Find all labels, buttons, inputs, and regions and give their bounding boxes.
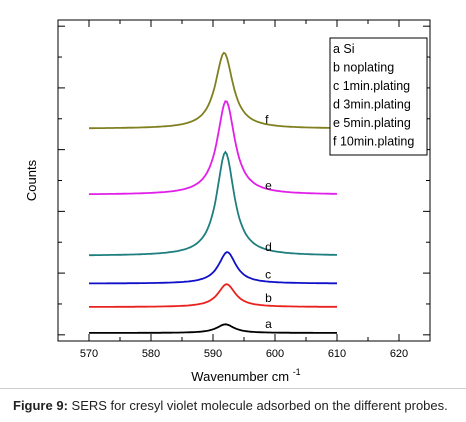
caption-label: Figure 9: — [13, 398, 68, 413]
series-line-d — [89, 150, 337, 257]
series-label-a: a — [265, 317, 272, 331]
legend-entry: a Si — [333, 42, 355, 56]
series-line-c — [89, 251, 337, 285]
series-label-d: d — [265, 240, 272, 254]
y-axis-label: Counts — [24, 159, 39, 201]
figure-caption: Figure 9: SERS for cresyl violet molecul… — [0, 388, 466, 422]
series-label-e: e — [265, 179, 272, 193]
series-label-f: f — [265, 113, 269, 127]
series-label-b: b — [265, 291, 272, 305]
series-line-e — [89, 100, 338, 196]
legend-entry: e 5min.plating — [333, 116, 411, 130]
legend-box — [329, 37, 428, 156]
legend-entry: d 3min.plating — [333, 98, 411, 112]
x-tick-label: 610 — [328, 348, 346, 360]
caption-text: SERS for cresyl violet molecule adsorbed… — [67, 398, 448, 413]
x-tick-label: 590 — [204, 348, 222, 360]
legend-entry: c 1min.plating — [333, 79, 410, 93]
x-tick-label: 580 — [142, 348, 160, 360]
series-line-b — [89, 283, 337, 308]
x-tick-label: 600 — [266, 348, 284, 360]
legend-entry: b noplating — [333, 61, 394, 75]
x-tick-label: 570 — [80, 348, 98, 360]
series-line-a — [89, 323, 337, 334]
x-axis-label: Wavenumber cm -1 — [191, 367, 300, 384]
series-label-c: c — [265, 268, 271, 282]
series-line-f — [89, 51, 337, 130]
x-tick-label: 620 — [390, 348, 408, 360]
x-axis-label-superscript: -1 — [293, 367, 301, 377]
legend-entry: f 10min.plating — [333, 135, 414, 149]
line-chart: 570 580 590 600 610 620 Wavenumber cm -1 Counts… — [24, 19, 431, 384]
